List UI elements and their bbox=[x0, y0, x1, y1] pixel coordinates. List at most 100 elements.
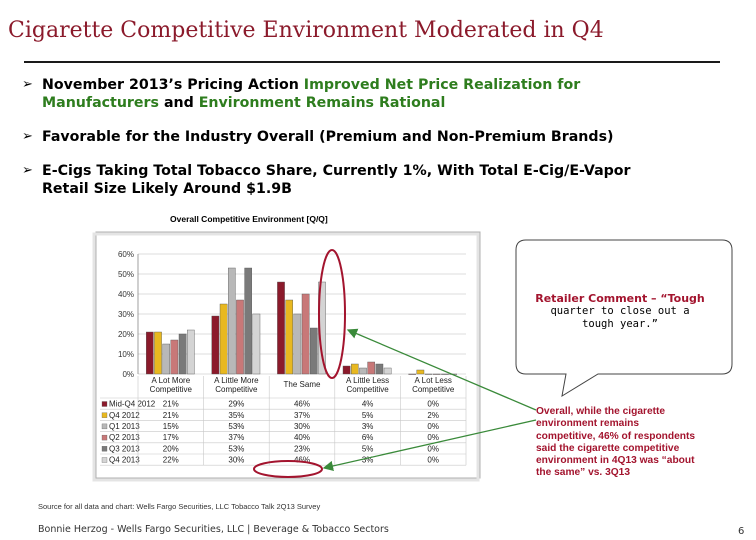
summary-note-line6: the same” vs. 3Q13 bbox=[536, 467, 631, 479]
table-cell: 2% bbox=[427, 411, 439, 420]
summary-note-line3: competitive, 46% of respondents bbox=[536, 430, 696, 442]
legend-entry: Mid-Q4 2012 bbox=[109, 400, 156, 409]
table-cell: 22% bbox=[163, 456, 179, 465]
table-cell: 20% bbox=[163, 444, 179, 453]
table-cell: 0% bbox=[427, 444, 439, 453]
bullet-pricing-text: November 2013’s Pricing Action bbox=[42, 77, 304, 93]
arrow-bullet-icon: ➢ bbox=[22, 163, 33, 178]
table-cell: 21% bbox=[163, 411, 179, 420]
bullet-list: ➢ November 2013’s Pricing Action Improve… bbox=[22, 76, 742, 214]
bar bbox=[351, 363, 359, 375]
table-cell: 35% bbox=[228, 411, 244, 420]
chart-data-table: Mid-Q4 2012 21% 29% 46% 4% 0% Q4 2012 21% 35% 37%… bbox=[100, 376, 467, 466]
bullet-and-text: and bbox=[159, 95, 199, 111]
bullet-ecigs-line1: E-Cigs Taking Total Tobacco Share, Curre… bbox=[42, 163, 631, 179]
bar bbox=[433, 373, 441, 375]
legend-swatch bbox=[101, 457, 108, 463]
table-cell: 0% bbox=[427, 456, 439, 465]
category-label: A Little Less bbox=[346, 376, 389, 385]
bullet-pricing-highlight: Improved Net Price Realization for bbox=[303, 77, 581, 93]
bullet-pricing: ➢ November 2013’s Pricing Action Improve… bbox=[22, 76, 742, 112]
bar bbox=[178, 333, 187, 375]
bar bbox=[236, 299, 244, 375]
category-label: Competitive bbox=[346, 385, 389, 394]
table-cell: 40% bbox=[294, 433, 310, 442]
bar bbox=[375, 363, 384, 375]
category-label: Competitive bbox=[412, 385, 455, 394]
bar bbox=[145, 331, 154, 375]
bullet-pricing-line1: November 2013’s Pricing Action Improved … bbox=[42, 76, 742, 94]
bullet-ecigs-line2: Retail Size Likely Around $1.9B bbox=[42, 181, 292, 197]
bar bbox=[293, 313, 302, 375]
bullet-rational-highlight: Environment Remains Rational bbox=[198, 95, 446, 111]
bullet-ecigs: ➢ E-Cigs Taking Total Tobacco Share, Cur… bbox=[22, 162, 742, 198]
category-label: The Same bbox=[284, 380, 321, 389]
bar bbox=[383, 367, 392, 375]
bar bbox=[416, 369, 425, 375]
table-cell: 17% bbox=[163, 433, 179, 442]
bar bbox=[170, 339, 179, 375]
highlight-ellipse-value bbox=[253, 460, 323, 478]
y-tick-label: 40% bbox=[118, 290, 134, 299]
table-cell: 0% bbox=[427, 422, 439, 431]
table-cell: 0% bbox=[427, 400, 439, 409]
table-cell: 21% bbox=[163, 400, 179, 409]
y-tick-label: 30% bbox=[118, 310, 134, 319]
table-cell: 6% bbox=[362, 433, 374, 442]
category-label: A Lot More bbox=[151, 376, 190, 385]
bar bbox=[359, 367, 367, 375]
table-cell: 46% bbox=[294, 456, 310, 465]
table-cell: 53% bbox=[228, 422, 244, 431]
bar bbox=[408, 373, 417, 375]
legend-swatch bbox=[101, 401, 108, 407]
table-cell: 23% bbox=[294, 444, 310, 453]
y-tick-label: 20% bbox=[118, 330, 134, 339]
source-note: Source for all data and chart: Wells Far… bbox=[38, 502, 321, 511]
table-cell: 0% bbox=[427, 433, 439, 442]
table-cell: 5% bbox=[362, 411, 374, 420]
legend-entry: Q4 2013 bbox=[109, 456, 140, 465]
y-tick-label: 60% bbox=[118, 250, 134, 259]
pointer-arrow-bars bbox=[346, 328, 537, 411]
table-cell: 3% bbox=[362, 422, 374, 431]
retailer-comment: Retailer Comment – “Tough quarter to clo… bbox=[522, 292, 718, 331]
table-cell: 30% bbox=[294, 422, 310, 431]
bar bbox=[367, 361, 376, 375]
table-cell: 3% bbox=[362, 456, 374, 465]
y-tick-label: 0% bbox=[122, 370, 134, 379]
chart-annotations bbox=[253, 239, 733, 478]
summary-note-line1: Overall, while the cigarette bbox=[536, 406, 666, 417]
category-label: Competitive bbox=[150, 385, 193, 394]
table-cell: 37% bbox=[228, 433, 244, 442]
bar bbox=[441, 373, 449, 375]
category-label: A Lot Less bbox=[415, 376, 452, 385]
bar bbox=[424, 373, 433, 375]
bar bbox=[227, 267, 236, 375]
legend-swatch bbox=[101, 423, 108, 430]
bar bbox=[211, 315, 220, 375]
bar bbox=[252, 313, 261, 375]
retailer-comment-line3: tough year.” bbox=[582, 318, 658, 330]
highlight-ellipse-bars bbox=[318, 249, 346, 379]
page-title: Cigarette Competitive Environment Modera… bbox=[8, 18, 604, 43]
legend-entry: Q3 2013 bbox=[109, 444, 140, 453]
retailer-comment-lead: Retailer Comment – “Tough bbox=[535, 292, 705, 305]
bullet-manufacturers-highlight: Manufacturers bbox=[42, 95, 159, 111]
bar bbox=[310, 327, 318, 375]
summary-note: Overall, while the cigarette environment… bbox=[536, 406, 746, 480]
bar bbox=[342, 365, 351, 375]
table-cell: 15% bbox=[163, 422, 179, 431]
arrow-bullet-icon: ➢ bbox=[22, 77, 33, 92]
chart-title: Overall Competitive Environment [Q/Q] bbox=[170, 214, 328, 224]
bar bbox=[301, 293, 310, 375]
table-cell: 30% bbox=[228, 456, 244, 465]
bar bbox=[277, 281, 285, 375]
title-divider bbox=[24, 61, 720, 63]
chart-shadow bbox=[92, 232, 480, 482]
table-cell: 5% bbox=[362, 444, 374, 453]
category-label: A Little More bbox=[214, 376, 259, 385]
pointer-arrow-value bbox=[322, 419, 537, 472]
bar bbox=[186, 329, 195, 375]
table-cell: 37% bbox=[294, 411, 310, 420]
